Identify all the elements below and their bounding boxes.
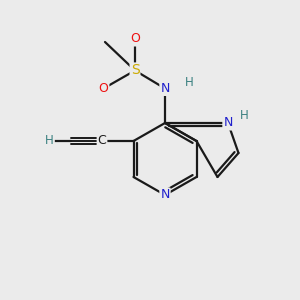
Text: O: O: [99, 82, 108, 95]
Text: O: O: [130, 32, 140, 46]
Text: N: N: [223, 116, 233, 130]
Text: N: N: [160, 188, 170, 202]
Text: C: C: [98, 134, 106, 148]
Text: N: N: [160, 82, 170, 95]
Text: H: H: [184, 76, 194, 89]
Text: H: H: [240, 109, 249, 122]
Text: S: S: [130, 64, 140, 77]
Text: H: H: [45, 134, 54, 148]
